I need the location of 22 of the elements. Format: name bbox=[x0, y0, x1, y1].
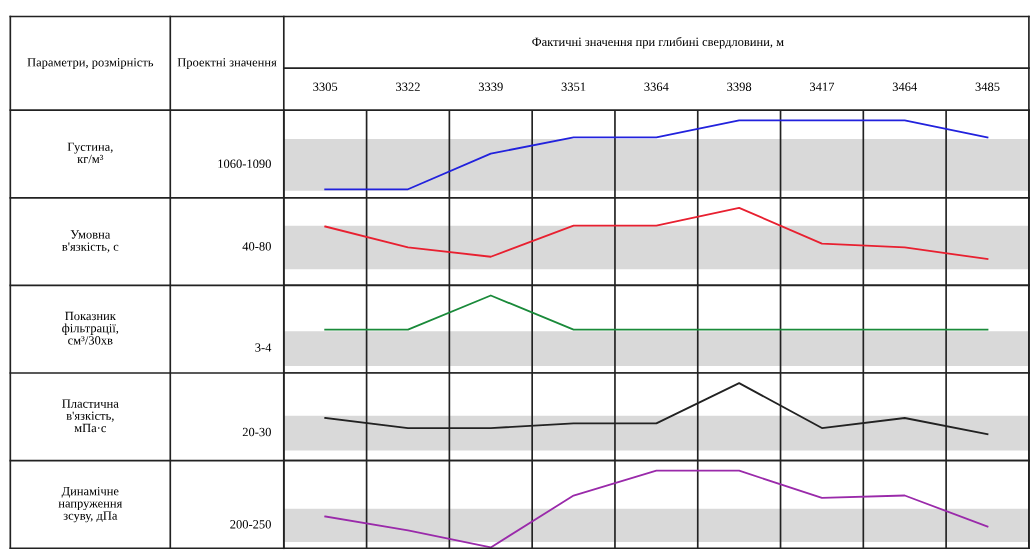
x-tick-label: 3364 bbox=[644, 82, 669, 91]
x-tick-label: 3305 bbox=[313, 82, 338, 91]
x-tick-label: 3339 bbox=[478, 82, 503, 91]
band-label: 3-4 bbox=[255, 343, 272, 352]
band-label: 1060-1090 bbox=[218, 159, 271, 168]
x-tick-label: 3485 bbox=[975, 82, 1000, 91]
y-axis-title: Динамічне напруження зсуву, дПа bbox=[58, 486, 123, 523]
chart-title: Фактичні значення при глибині свердловини, м bbox=[532, 36, 784, 49]
y-axis-title: Показник фільтрації, см³/30хв bbox=[62, 311, 119, 345]
band-label: 200-250 bbox=[230, 520, 271, 529]
x-tick-label: 3351 bbox=[561, 82, 586, 91]
x-tick-label: 3417 bbox=[810, 82, 835, 91]
band-label: 20-30 bbox=[242, 427, 271, 437]
x-tick-label: 3464 bbox=[892, 82, 918, 91]
y-axis-title: Густина, кг/м³ bbox=[67, 142, 113, 164]
x-tick-label: 3322 bbox=[396, 82, 420, 91]
text: Проектні значення bbox=[177, 58, 277, 70]
x-tick-label: 3398 bbox=[727, 82, 752, 91]
band-label: 40-80 bbox=[242, 242, 271, 251]
y-axis-title: Умовна в'язкість, с bbox=[62, 230, 119, 253]
y-axis-title: Пластична в'язкість, мПа·с bbox=[62, 399, 119, 433]
text: Параметри, розмірність bbox=[27, 58, 154, 70]
